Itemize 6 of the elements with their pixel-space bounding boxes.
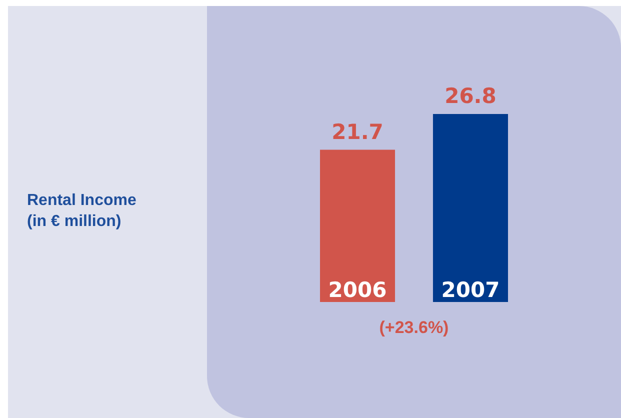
text: (+23.6%) xyxy=(378,318,450,338)
data-label: 21.7 xyxy=(332,120,384,144)
x-tick-label: 2006 xyxy=(328,278,387,302)
data-label: 26.8 xyxy=(444,84,496,108)
x-tick-label: 2007 xyxy=(441,278,500,302)
text: Rental Income (in € million) xyxy=(27,191,136,232)
